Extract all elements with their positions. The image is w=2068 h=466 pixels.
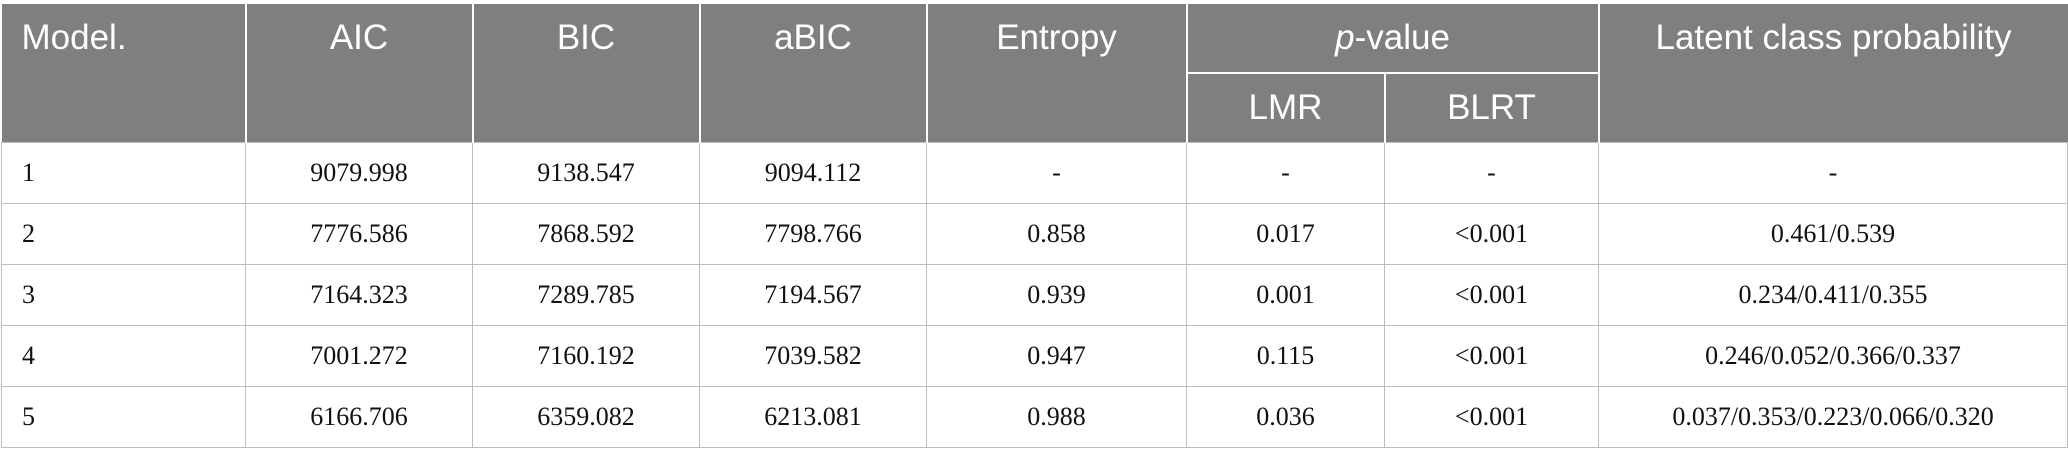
cell-entropy: 0.858: [926, 203, 1187, 265]
cell-abic: 7039.582: [699, 325, 927, 387]
cell-lmr: -: [1186, 142, 1385, 204]
cell-blrt: <0.001: [1383, 386, 1599, 448]
cell-entropy: 0.988: [926, 386, 1187, 448]
latent-class-fit-table: Model. AIC BIC aBIC Entropy p-value Late…: [1, 4, 2068, 448]
header-blrt: BLRT: [1383, 72, 1599, 143]
header-abic: aBIC: [698, 4, 927, 143]
header-lmr: LMR: [1185, 72, 1385, 143]
header-row-top: Model. AIC BIC aBIC Entropy p-value Late…: [1, 4, 2068, 143]
cell-bic: 7160.192: [472, 325, 700, 387]
cell-latent-class-probability: 0.461/0.539: [1598, 203, 2068, 265]
header-p-value-suffix: -value: [1354, 18, 1450, 57]
cell-entropy: 0.947: [926, 325, 1187, 387]
cell-aic: 7001.272: [245, 325, 473, 387]
table-body: 1 9079.998 9138.547 9094.112 - - - - 2 7…: [1, 142, 2068, 448]
header-bic: BIC: [471, 4, 700, 143]
cell-entropy: -: [926, 142, 1187, 204]
table-row: 5 6166.706 6359.082 6213.081 0.988 0.036…: [1, 386, 2068, 448]
cell-lmr: 0.017: [1186, 203, 1385, 265]
cell-lmr: 0.036: [1186, 386, 1385, 448]
table-row: 3 7164.323 7289.785 7194.567 0.939 0.001…: [1, 264, 2068, 326]
cell-bic: 7868.592: [472, 203, 700, 265]
cell-blrt: -: [1383, 142, 1599, 204]
cell-blrt: <0.001: [1383, 325, 1599, 387]
cell-latent-class-probability: 0.234/0.411/0.355: [1598, 264, 2068, 326]
header-p-value: p-value: [1185, 4, 1599, 73]
cell-abic: 7194.567: [699, 264, 927, 326]
header-aic: AIC: [244, 4, 473, 143]
header-latent-class-probability: Latent class probability: [1597, 4, 2068, 143]
table-header: Model. AIC BIC aBIC Entropy p-value Late…: [1, 4, 2068, 143]
cell-model: 3: [1, 264, 246, 326]
cell-aic: 7776.586: [245, 203, 473, 265]
cell-model: 4: [1, 325, 246, 387]
cell-aic: 6166.706: [245, 386, 473, 448]
header-entropy: Entropy: [925, 4, 1187, 143]
cell-blrt: <0.001: [1383, 203, 1599, 265]
cell-model: 5: [1, 386, 246, 448]
cell-abic: 9094.112: [699, 142, 927, 204]
cell-bic: 9138.547: [472, 142, 700, 204]
header-p-value-italic: p: [1335, 18, 1355, 57]
cell-lmr: 0.115: [1186, 325, 1385, 387]
cell-aic: 9079.998: [245, 142, 473, 204]
cell-entropy: 0.939: [926, 264, 1187, 326]
cell-latent-class-probability: 0.037/0.353/0.223/0.066/0.320: [1598, 386, 2068, 448]
cell-latent-class-probability: 0.246/0.052/0.366/0.337: [1598, 325, 2068, 387]
cell-aic: 7164.323: [245, 264, 473, 326]
cell-lmr: 0.001: [1186, 264, 1385, 326]
table-row: 4 7001.272 7160.192 7039.582 0.947 0.115…: [1, 325, 2068, 387]
header-model: Model.: [1, 4, 246, 143]
cell-abic: 7798.766: [699, 203, 927, 265]
cell-model: 1: [1, 142, 246, 204]
cell-abic: 6213.081: [699, 386, 927, 448]
header-row-sub: LMR BLRT: [2, 72, 2068, 143]
cell-model: 2: [1, 203, 246, 265]
table-row: 2 7776.586 7868.592 7798.766 0.858 0.017…: [1, 203, 2068, 265]
table-row: 1 9079.998 9138.547 9094.112 - - - -: [1, 142, 2068, 204]
cell-blrt: <0.001: [1383, 264, 1599, 326]
cell-bic: 7289.785: [472, 264, 700, 326]
cell-bic: 6359.082: [472, 386, 700, 448]
cell-latent-class-probability: -: [1598, 142, 2068, 204]
